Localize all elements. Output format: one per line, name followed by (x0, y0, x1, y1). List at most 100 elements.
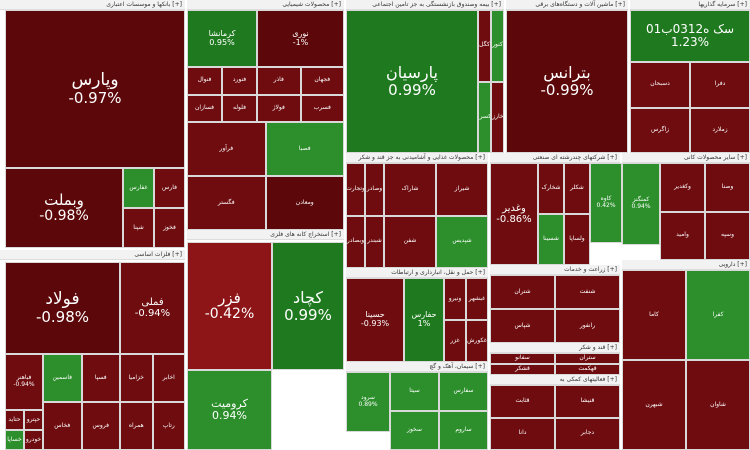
tile-66[interactable]: شاوان (686, 360, 750, 450)
tile-12[interactable]: وغدیر -0.86% (490, 163, 538, 265)
tile-79[interactable]: قثابت (490, 385, 555, 418)
tile-38[interactable]: ومعادن (265, 176, 344, 230)
tile-43[interactable]: وتجارت (346, 163, 365, 216)
sector-header[interactable]: محصولات غذایی و آشامیدنی به جز قند و شکر… (346, 153, 488, 163)
tile-3[interactable]: فملی -0.94% (120, 262, 185, 354)
tile-74[interactable]: ساروم (439, 411, 488, 450)
tile-18[interactable]: سرود 0.89% (346, 372, 390, 432)
tile-9[interactable]: سک ه0312ب01 1.23% (630, 10, 750, 62)
tile-61[interactable]: غزر (444, 320, 466, 362)
tile-63[interactable]: کاما (622, 270, 686, 360)
tile-53[interactable]: شسینا (538, 214, 564, 265)
sector-header[interactable]: حمل و نقل، انبارداری و ارتباطات [+] (346, 268, 488, 278)
tile-27[interactable]: فاذر (257, 67, 301, 95)
sector-header[interactable]: فعالیتهای کمکی به [+] (490, 375, 620, 385)
tile-76[interactable]: ستران (555, 353, 620, 364)
sector-header[interactable]: سرمایه گذاریها [+] (630, 0, 750, 10)
tile-54[interactable]: ولساپا (564, 214, 590, 265)
tile-21[interactable]: شپنا (123, 208, 154, 248)
tile-11[interactable]: نوری -1% (257, 10, 344, 67)
tile-46[interactable]: شبندر (365, 215, 384, 268)
tile-80[interactable]: قنیشا (555, 385, 620, 418)
tile-42[interactable]: وخارزم (491, 81, 504, 153)
tile-56[interactable]: وصنا (705, 163, 750, 212)
tile-89[interactable]: خساپا (5, 430, 24, 450)
tile-17[interactable]: کمنگنز 0.94% (622, 163, 660, 245)
tile-87[interactable]: حتاید (5, 410, 24, 430)
tile-24[interactable]: فسپا (81, 354, 120, 402)
sector-header[interactable]: ماشین آلات و دستگاه‌های برقی [+] (506, 0, 628, 10)
tile-36[interactable]: فصبا (265, 122, 344, 176)
tile-71[interactable]: سیتا (390, 372, 439, 411)
tile-60[interactable]: غبشهر (466, 278, 488, 320)
tile-50[interactable]: شپدیس (436, 215, 488, 268)
tile-40[interactable]: کنور (491, 10, 504, 82)
tile-81[interactable]: دانا (490, 417, 555, 450)
tile-93[interactable]: همراه (120, 402, 153, 450)
tile-91[interactable]: خزامیا (120, 354, 153, 402)
tile-59[interactable]: ونیرو (444, 278, 466, 320)
tile-69[interactable]: شپاس (490, 309, 555, 343)
tile-14[interactable]: حفارس 1% (404, 278, 444, 362)
tile-64[interactable]: کفرا (686, 270, 750, 360)
tile-32[interactable]: فنورد (222, 67, 257, 95)
tile-57[interactable]: وامید (660, 211, 705, 260)
tile-77[interactable]: قشکر (490, 364, 555, 375)
tile-90[interactable]: خودرو (24, 430, 43, 450)
tile-8[interactable]: بترانس -0.99% (506, 10, 628, 153)
tile-16[interactable]: کاوه 0.42% (590, 163, 622, 243)
tile-78[interactable]: قهکمت (555, 364, 620, 375)
tile-33[interactable]: فسازان (187, 94, 222, 122)
tile-70[interactable]: رانفور (555, 309, 620, 343)
sector-header[interactable]: سایر محصولات کانی [+] (622, 153, 750, 163)
tile-39[interactable]: کگل (478, 10, 491, 82)
tile-72[interactable]: سفارس (439, 372, 488, 411)
tile-29[interactable]: فولاژ (257, 94, 301, 122)
tile-6[interactable]: کرومیت 0.94% (187, 370, 272, 450)
tile-1[interactable]: وبملت -0.98% (5, 168, 123, 248)
sector-header[interactable]: سیمان، آهک و گچ [+] (346, 362, 488, 372)
tile-86[interactable]: زملارد (690, 107, 750, 153)
tile-55[interactable]: وکغدیر (660, 163, 705, 212)
tile-31[interactable]: فنوال (187, 67, 222, 95)
tile-94[interactable]: رتاپ (152, 402, 185, 450)
tile-25[interactable]: فخاس (43, 402, 82, 450)
tile-5[interactable]: کچاد 0.99% (272, 242, 344, 370)
sector-header[interactable]: فلزات اساسی [+] (0, 250, 185, 260)
tile-52[interactable]: شکلر (564, 163, 590, 214)
tile-88[interactable]: حپترو (24, 410, 43, 430)
tile-13[interactable]: حسینا -0.93% (346, 278, 404, 362)
tile-67[interactable]: شتران (490, 275, 555, 309)
tile-22[interactable]: فخوز (154, 208, 185, 248)
tile-82[interactable]: دجابر (555, 417, 620, 450)
tile-65[interactable]: شبهرن (622, 360, 686, 450)
tile-7[interactable]: پارسیان 0.99% (346, 10, 478, 153)
tile-30[interactable]: فسرب (300, 94, 344, 122)
tile-75[interactable]: سفانو (490, 353, 555, 364)
tile-84[interactable]: دفرا (690, 62, 750, 108)
tile-4[interactable]: فزر -0.42% (187, 242, 272, 370)
tile-0[interactable]: وپارس -0.97% (5, 10, 185, 168)
sector-header[interactable]: بیمه وصندوق بازنشستگی به جز تامین اجتماع… (346, 0, 504, 10)
tile-68[interactable]: شنفت (555, 275, 620, 309)
tile-85[interactable]: زاگرس (630, 107, 690, 153)
sector-header[interactable]: محصولات شیمیایی [+] (187, 0, 344, 10)
tile-15[interactable]: فباهنر -0.94% (5, 354, 43, 410)
tile-20[interactable]: فارس (154, 168, 185, 208)
tile-19[interactable]: غفارس (123, 168, 154, 208)
tile-73[interactable]: سخوز (390, 411, 439, 450)
tile-83[interactable]: دسبحان (630, 62, 690, 108)
tile-48[interactable]: شیراز (436, 163, 488, 216)
tile-41[interactable]: کسرا (478, 81, 491, 153)
sector-header[interactable]: دارویی [+] (622, 260, 750, 270)
tile-92[interactable]: اخابر (152, 354, 185, 402)
tile-34[interactable]: فلوله (222, 94, 257, 122)
tile-58[interactable]: وسپه (705, 211, 750, 260)
tile-47[interactable]: شاراک (384, 163, 436, 216)
tile-23[interactable]: فاسمین (43, 354, 82, 402)
tile-44[interactable]: وصادر (365, 163, 384, 216)
tile-2[interactable]: فولاد -0.98% (5, 262, 120, 354)
tile-49[interactable]: شفن (384, 215, 436, 268)
tile-10[interactable]: کرمانشا 0.95% (187, 10, 257, 67)
sector-header[interactable]: شرکتهای چندرشته ای صنعتی [+] (490, 153, 620, 163)
